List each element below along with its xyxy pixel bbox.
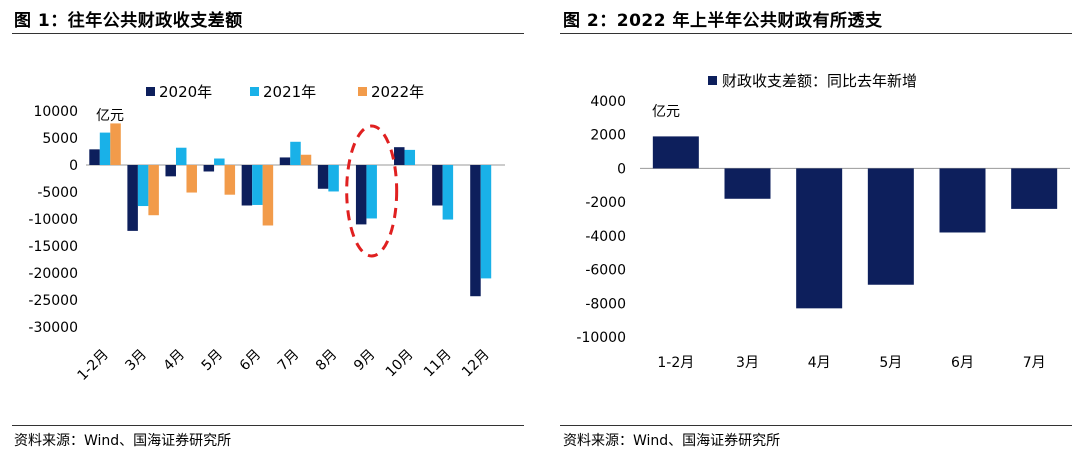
figure2-top-rule [560, 33, 1072, 34]
chart1-bar-2020-9 [432, 165, 443, 206]
chart2-unit-label: 亿元 [652, 104, 680, 120]
chart2-category-label: 5月 [879, 355, 902, 371]
chart1-bar-2021-7 [366, 165, 377, 219]
figure1-title: 图 1：往年公共财政收支差额 [14, 11, 243, 31]
chart1-bar-2020-10 [470, 165, 481, 297]
figure1-top-rule [12, 33, 524, 34]
chart1-svg: 亿元 10000 5000 0 -5000 -10000 -15000 -20000 -250… [28, 83, 505, 384]
chart1-bar-2021-9 [442, 165, 454, 220]
chart1-bar-2020-5 [279, 157, 291, 165]
chart1-bar-2020-4 [241, 165, 253, 206]
chart1-bar-2022-0 [110, 123, 121, 165]
chart2-legend-label: 财政收支差额：同比去年新增 [722, 72, 917, 90]
chart2-ytick-label: -4000 [585, 229, 626, 245]
chart1-bar-2021-1 [137, 165, 149, 207]
chart1-legend-label-0: 2020年 [159, 83, 212, 101]
chart2-ytick-label: -8000 [585, 296, 626, 312]
chart1-bar-2020-2 [165, 165, 176, 177]
chart1-ytick-label: 5000 [42, 131, 78, 147]
chart1-ytick-label: 0 [69, 158, 78, 174]
chart1-ytick-label: -30000 [28, 320, 78, 336]
chart1-legend-label-1: 2021年 [263, 83, 316, 101]
chart1-bar-2021-4 [252, 165, 263, 205]
chart2-category-label: 6月 [951, 355, 974, 371]
chart1-legend-swatch-2 [358, 87, 367, 96]
figure2-bottom-rule [560, 425, 1072, 426]
chart1-legend-swatch-0 [146, 87, 155, 96]
chart1-annotation-ellipse [345, 124, 399, 258]
chart2-ytick-label: -2000 [585, 195, 626, 211]
chart1-bar-2022-3 [224, 165, 236, 195]
chart1-bar-2020-6 [317, 165, 329, 189]
chart1-bar-2020-8 [394, 147, 405, 165]
chart2-ytick-label: 2000 [590, 128, 626, 144]
figure1-bottom-rule [12, 425, 524, 426]
chart1-bar-2021-3 [214, 158, 225, 165]
chart2-ytick-label: -6000 [585, 263, 626, 279]
figure2-title: 图 2：2022 年上半年公共财政有所透支 [563, 11, 883, 31]
chart2-bar-0 [652, 136, 699, 169]
chart2-bar-3 [867, 168, 914, 285]
chart1-legend-label-2: 2022年 [371, 83, 424, 101]
chart1-ytick-label: -20000 [28, 266, 78, 282]
chart1-ytick-label: -10000 [28, 212, 78, 228]
chart2-category-label: 4月 [808, 355, 831, 371]
chart1-bar-2021-10 [480, 165, 492, 279]
chart2-category-label: 1-2月 [657, 355, 694, 371]
chart1-bar-2021-5 [290, 141, 301, 165]
chart2-ytick-label: 4000 [590, 94, 626, 110]
chart2-category-label: 3月 [736, 355, 759, 371]
figure2-source: 资料来源：Wind、国海证券研究所 [563, 433, 781, 449]
chart1-bar-2020-3 [203, 165, 215, 172]
chart1-bar-2022-1 [148, 165, 159, 216]
chart2-ytick-label: 0 [617, 161, 626, 177]
chart1-ytick-label: -15000 [28, 239, 78, 255]
chart1-unit-label: 亿元 [96, 108, 124, 124]
chart2-bar-5 [1011, 168, 1058, 209]
chart1-bar-2020-0 [89, 149, 100, 165]
chart1-bar-2020-1 [127, 165, 138, 231]
chart1-bar-2021-6 [328, 165, 339, 192]
chart1-bar-2022-4 [262, 165, 274, 226]
chart2-bar-4 [939, 168, 986, 233]
chart1-ytick-label: -5000 [37, 185, 78, 201]
chart1-bar-2021-0 [99, 132, 111, 165]
chart1-ytick-label: -25000 [28, 293, 78, 309]
chart1-bar-2021-2 [175, 147, 187, 165]
chart1-ytick-label: 10000 [33, 104, 78, 120]
chart1-bar-2022-5 [300, 154, 312, 165]
chart1-bar-2022-2 [186, 165, 197, 193]
chart1-bar-2020-7 [355, 165, 367, 225]
chart2-bar-2 [796, 168, 843, 309]
chart2-legend-swatch [708, 76, 717, 85]
figure1-source: 资料来源：Wind、国海证券研究所 [14, 433, 232, 449]
chart1-bar-2021-8 [404, 149, 416, 165]
chart1-legend-swatch-1 [250, 87, 259, 96]
chart2-bar-1 [724, 168, 771, 199]
chart2-ytick-label: -10000 [576, 330, 626, 346]
chart2-category-label: 7月 [1023, 355, 1046, 371]
chart2-svg: 亿元 4000 2000 0 -2000 -4000 -6000 -8000 -10000 1-… [576, 72, 1070, 371]
